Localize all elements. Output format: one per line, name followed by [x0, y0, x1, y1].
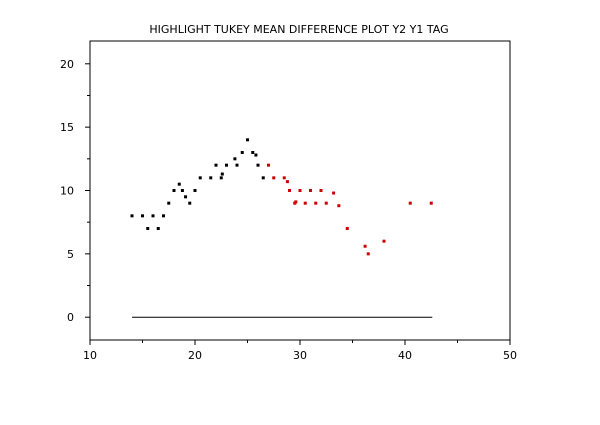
y-tick-label: 15: [60, 121, 74, 134]
data-point-red: [337, 204, 341, 208]
data-point-black: [240, 150, 244, 154]
data-point-black: [225, 163, 228, 167]
data-point-black: [246, 138, 249, 142]
data-point-black: [209, 176, 213, 180]
data-point-red: [288, 189, 291, 192]
data-point-black: [261, 176, 265, 180]
data-point-red: [282, 176, 286, 180]
data-point-black: [254, 153, 258, 157]
data-point-black: [188, 201, 192, 205]
data-point-red: [298, 189, 302, 192]
data-point-black: [167, 201, 171, 205]
data-point-red: [363, 244, 367, 248]
data-point-black: [198, 176, 202, 180]
data-point-black: [184, 195, 188, 199]
data-point-red: [382, 239, 386, 243]
x-tick-label: 10: [83, 349, 97, 362]
data-point-red: [294, 200, 298, 204]
chart-title: HIGHLIGHT TUKEY MEAN DIFFERENCE PLOT Y2 …: [149, 23, 448, 36]
data-point-red: [332, 191, 336, 195]
data-point-black: [130, 214, 134, 218]
data-point-red: [314, 201, 318, 205]
data-point-black: [180, 189, 184, 192]
data-point-red: [324, 201, 328, 205]
data-point-black: [220, 172, 224, 176]
x-tick-label: 40: [398, 349, 412, 362]
axes: 10 20 30 40 50 0 5 10 15 20: [60, 58, 517, 362]
data-point-red: [345, 227, 349, 231]
data-point-black: [141, 214, 144, 218]
data-point-red: [408, 201, 412, 205]
data-point-red: [319, 189, 323, 192]
y-tick-label: 5: [67, 248, 74, 261]
data-point-black: [193, 189, 197, 192]
data-point-red: [429, 201, 433, 205]
y-tick-label: 0: [67, 311, 74, 324]
x-tick-label: 20: [188, 349, 202, 362]
y-tick-label: 10: [60, 185, 74, 198]
data-point-black: [177, 182, 181, 186]
data-point-black: [162, 214, 165, 218]
data-point-black: [214, 163, 218, 167]
data-point-red: [267, 163, 270, 167]
data-point-black: [235, 163, 239, 167]
data-point-black: [156, 227, 160, 231]
x-tick-label: 30: [293, 349, 307, 362]
data-point-red: [309, 189, 312, 192]
data-point-black: [251, 150, 255, 154]
data-point-red: [366, 252, 370, 256]
data-point-black: [256, 163, 260, 167]
data-point-red: [303, 201, 307, 205]
data-point-red: [272, 176, 276, 180]
data-point-black: [151, 214, 155, 218]
data-point-black: [146, 227, 150, 231]
x-tick-label: 50: [503, 349, 517, 362]
data-point-black: [233, 157, 237, 161]
data-point-black: [219, 176, 223, 180]
data-point-black: [172, 189, 176, 192]
y-tick-label: 20: [60, 58, 74, 71]
data-points: [130, 138, 433, 256]
data-point-red: [285, 180, 289, 184]
